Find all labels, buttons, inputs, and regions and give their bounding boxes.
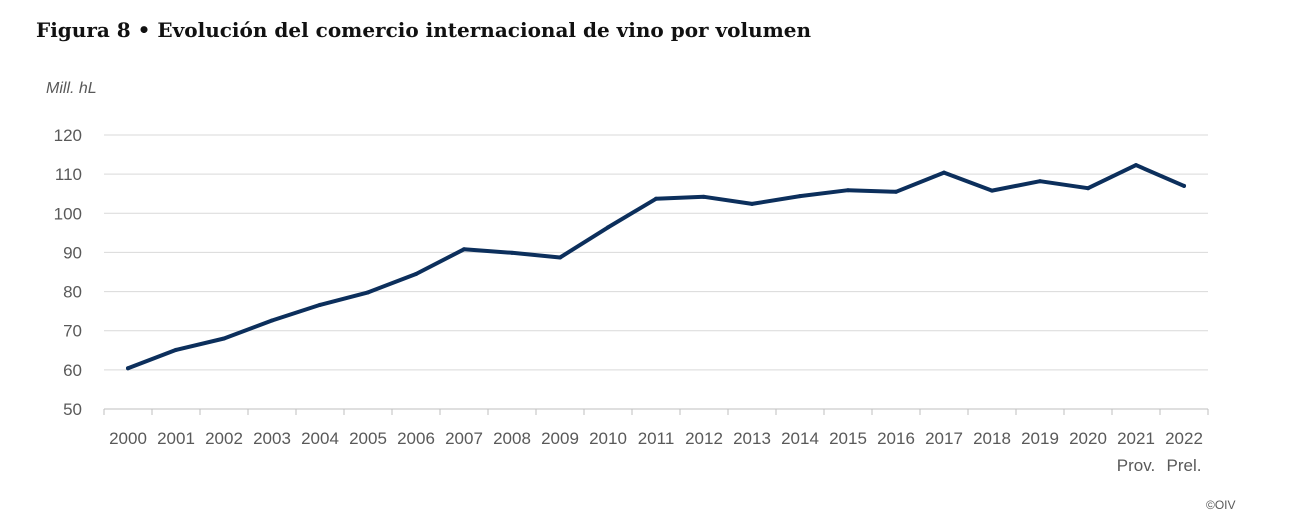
data-point-2021 (1134, 163, 1138, 168)
data-point-2007 (462, 247, 466, 252)
data-point-2020 (1086, 186, 1090, 191)
x-tick-label-2021: 2021 (1117, 429, 1155, 448)
data-point-2013 (750, 201, 754, 206)
x-tick-label-2019: 2019 (1021, 429, 1059, 448)
data-point-2016 (894, 189, 898, 194)
data-point-2012 (702, 194, 706, 199)
x-tick-label-2011: 2011 (638, 429, 675, 448)
y-tick-label-110: 110 (55, 165, 82, 184)
x-tick-label-2009: 2009 (541, 429, 579, 448)
x-tick-label-2000: 2000 (109, 429, 147, 448)
x-tick-label-2017: 2017 (925, 429, 963, 448)
x-tick-label-2020: 2020 (1069, 429, 1107, 448)
x-tick-label-2018: 2018 (973, 429, 1011, 448)
copyright-credit: ©OIV (1206, 498, 1236, 512)
x-tick-label-2010: 2010 (589, 429, 627, 448)
data-point-2014 (798, 194, 802, 199)
y-tick-label-80: 80 (63, 283, 82, 302)
data-point-2009 (558, 255, 562, 260)
y-tick-label-70: 70 (63, 322, 82, 341)
x-tick-label-2013: 2013 (733, 429, 771, 448)
x-tick-label-2002: 2002 (205, 429, 243, 448)
x-tick-label-2008: 2008 (493, 429, 531, 448)
data-point-2005 (366, 290, 370, 295)
data-point-2010 (606, 225, 610, 230)
y-tick-label-90: 90 (63, 243, 82, 262)
data-point-2006 (414, 271, 418, 276)
data-point-2002 (222, 336, 226, 341)
x-tick-label-2016: 2016 (877, 429, 915, 448)
data-point-2001 (174, 347, 178, 352)
x-tick-note-2021: Prov. (1117, 456, 1155, 475)
chart-title: Figura 8 • Evolución del comercio intern… (36, 18, 812, 42)
y-axis-unit-label: Mill. hL (46, 80, 97, 97)
series-line-0 (126, 163, 1186, 371)
data-point-2019 (1038, 179, 1042, 184)
x-tick-label-2015: 2015 (829, 429, 867, 448)
y-tick-label-120: 120 (54, 126, 82, 145)
x-tick-label-2006: 2006 (397, 429, 435, 448)
x-tick-label-2022: 2022 (1165, 429, 1203, 448)
x-tick-label-2005: 2005 (349, 429, 387, 448)
x-tick-label-2012: 2012 (685, 429, 723, 448)
y-tick-label-100: 100 (54, 204, 82, 223)
data-point-2000 (126, 366, 130, 371)
x-tick-label-2004: 2004 (301, 429, 339, 448)
y-tick-label-60: 60 (63, 361, 82, 380)
data-point-2003 (270, 318, 274, 323)
data-point-2017 (942, 170, 946, 175)
x-tick-label-2001: 2001 (157, 429, 195, 448)
data-point-2018 (990, 188, 994, 193)
x-tick-label-2003: 2003 (253, 429, 291, 448)
x-tick-note-2022: Prel. (1167, 456, 1202, 475)
data-point-2015 (846, 188, 850, 193)
x-tick-label-2007: 2007 (445, 429, 483, 448)
data-point-2011 (654, 196, 658, 201)
data-point-2022 (1182, 183, 1186, 188)
x-tick-label-2014: 2014 (781, 429, 819, 448)
data-point-2008 (510, 250, 514, 255)
y-tick-label-50: 50 (63, 400, 82, 419)
data-point-2004 (318, 302, 322, 307)
